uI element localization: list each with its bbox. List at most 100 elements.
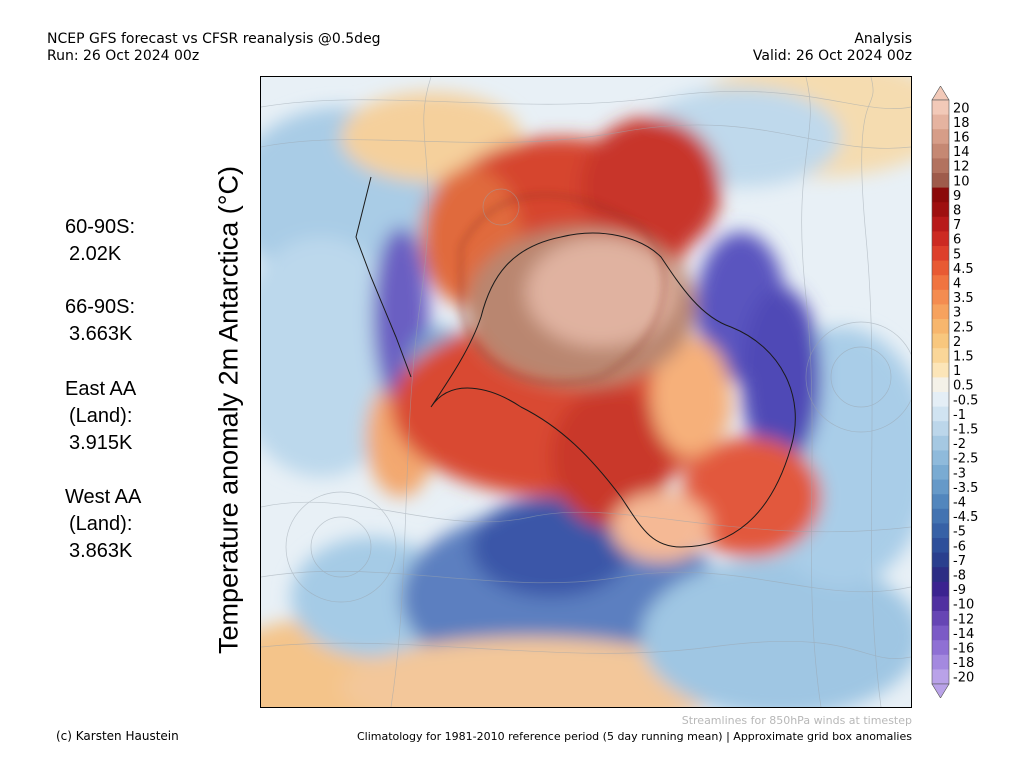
valid-line: Valid: 26 Oct 2024 00z <box>752 48 912 64</box>
analysis-label: Analysis <box>854 31 912 47</box>
colorbar-tick-label: -6 <box>953 539 966 554</box>
colorbar-swatch <box>932 552 949 568</box>
climatology-note: Climatology for 1981-2010 reference peri… <box>356 730 912 743</box>
colorbar-tick-label: 3.5 <box>953 291 974 306</box>
colorbar-tick-label: -10 <box>953 598 974 613</box>
colorbar-tick-label: 4.5 <box>953 262 974 277</box>
stat-value: 3.915K <box>69 432 133 454</box>
colorbar-tick-label: 8 <box>953 204 961 219</box>
colorbar-tick-label: -2 <box>953 437 966 452</box>
colorbar-swatch <box>932 494 949 510</box>
colorbar-swatch <box>932 377 949 393</box>
colorbar-swatch <box>932 435 949 451</box>
stat-label: 66-90S: <box>65 296 136 318</box>
colorbar-swatch <box>932 231 949 247</box>
colorbar-swatch <box>932 289 949 305</box>
colorbar-swatch <box>932 216 949 232</box>
colorbar-swatch <box>932 319 949 335</box>
colorbar-tick-label: -4 <box>953 496 966 511</box>
stat-label: East AA <box>65 378 137 400</box>
colorbar-swatch <box>932 348 949 364</box>
colorbar-tick-label: -3.5 <box>953 481 978 496</box>
stat-60-90s: 60-90S: 2.02K <box>65 214 135 268</box>
colorbar-tick-label: 1.5 <box>953 350 974 365</box>
colorbar-swatch <box>932 611 949 627</box>
colorbar-swatch <box>932 202 949 218</box>
colorbar-swatch <box>932 567 949 583</box>
colorbar-tick-label: 2.5 <box>953 320 974 335</box>
colorbar-tick-label: 9 <box>953 189 961 204</box>
colorbar-swatch <box>932 129 949 145</box>
colorbar-swatch <box>932 406 949 422</box>
colorbar-swatch <box>932 173 949 189</box>
colorbar-tick-label: -1.5 <box>953 423 978 438</box>
colorbar-tick-label: -4.5 <box>953 510 978 525</box>
header-right: Analysis Valid: 26 Oct 2024 00z <box>753 31 912 65</box>
colorbar-tick-label: 10 <box>953 174 970 189</box>
colorbar-swatch <box>932 260 949 276</box>
anomaly-map <box>260 76 912 708</box>
colorbar-swatch <box>932 114 949 130</box>
stat-west-aa: West AA (Land): 3.863K <box>65 484 141 565</box>
colorbar-swatch <box>932 100 949 116</box>
colorbar-swatch <box>932 275 949 291</box>
colorbar-max-arrow <box>931 86 950 101</box>
warm-core-outline <box>459 193 666 385</box>
run-line: Run: 26 Oct 2024 00z <box>47 48 200 64</box>
anomaly-field <box>261 77 911 707</box>
colorbar-tick-label: 7 <box>953 218 961 233</box>
colorbar: 201816141210987654.543.532.521.510.5-0.5… <box>931 86 978 698</box>
colorbar-tick-label: -7 <box>953 554 966 569</box>
colorbar-tick-label: -8 <box>953 569 966 584</box>
stat-value: 3.863K <box>69 540 133 562</box>
colorbar-tick-label: -9 <box>953 583 966 598</box>
colorbar-tick-label: -12 <box>953 612 974 627</box>
colorbar-tick-label: -16 <box>953 642 974 657</box>
colorbar-swatch <box>932 479 949 495</box>
colorbar-tick-label: 4 <box>953 277 961 292</box>
colorbar-tick-label: -1 <box>953 408 966 423</box>
stat-value: 3.663K <box>69 323 133 345</box>
colorbar-swatch <box>932 625 949 641</box>
colorbar-swatch <box>932 362 949 378</box>
colorbar-tick-label: 5 <box>953 247 961 262</box>
colorbar-tick-label: 3 <box>953 306 961 321</box>
colorbar-swatch <box>932 450 949 466</box>
colorbar-swatch <box>932 187 949 203</box>
colorbar-min-arrow <box>931 683 950 698</box>
streamlines <box>261 77 911 707</box>
colorbar-swatch <box>932 640 949 656</box>
title-line-1: NCEP GFS forecast vs CFSR reanalysis @0.… <box>47 31 381 47</box>
map-axis-label: Temperature anomaly 2m Antarctica (°C) <box>213 166 244 654</box>
stat-label: West AA <box>65 486 142 508</box>
colorbar-swatch <box>932 392 949 408</box>
colorbar-tick-label: 1 <box>953 364 961 379</box>
colorbar-swatch <box>932 465 949 481</box>
stat-value: 2.02K <box>69 243 122 265</box>
header-left: NCEP GFS forecast vs CFSR reanalysis @0.… <box>47 31 381 65</box>
streamlines-note: Streamlines for 850hPa winds at timestep <box>681 714 912 727</box>
colorbar-swatch <box>932 654 949 670</box>
colorbar-swatch <box>932 158 949 174</box>
colorbar-swatch <box>932 421 949 437</box>
credit: (c) Karsten Haustein <box>56 729 179 743</box>
colorbar-tick-label: 12 <box>953 160 970 175</box>
colorbar-tick-label: -20 <box>953 671 974 686</box>
colorbar-tick-label: 18 <box>953 116 970 131</box>
colorbar-swatch <box>932 669 949 685</box>
colorbar-swatch <box>932 304 949 320</box>
colorbar-tick-label: 0.5 <box>953 379 974 394</box>
colorbar-tick-label: -14 <box>953 627 974 642</box>
stat-east-aa: East AA (Land): 3.915K <box>65 376 136 457</box>
colorbar-swatch <box>932 581 949 597</box>
colorbar-tick-label: -3 <box>953 466 966 481</box>
colorbar-swatch <box>932 143 949 159</box>
colorbar-tick-label: 20 <box>953 101 970 116</box>
colorbar-swatch <box>932 523 949 539</box>
colorbar-tick-label: -5 <box>953 525 966 540</box>
colorbar-tick-label: -18 <box>953 656 974 671</box>
colorbar-tick-label: -0.5 <box>953 393 978 408</box>
stat-sub: (Land): <box>69 405 133 427</box>
colorbar-tick-label: 14 <box>953 145 970 160</box>
stat-label: 60-90S: <box>65 216 136 238</box>
